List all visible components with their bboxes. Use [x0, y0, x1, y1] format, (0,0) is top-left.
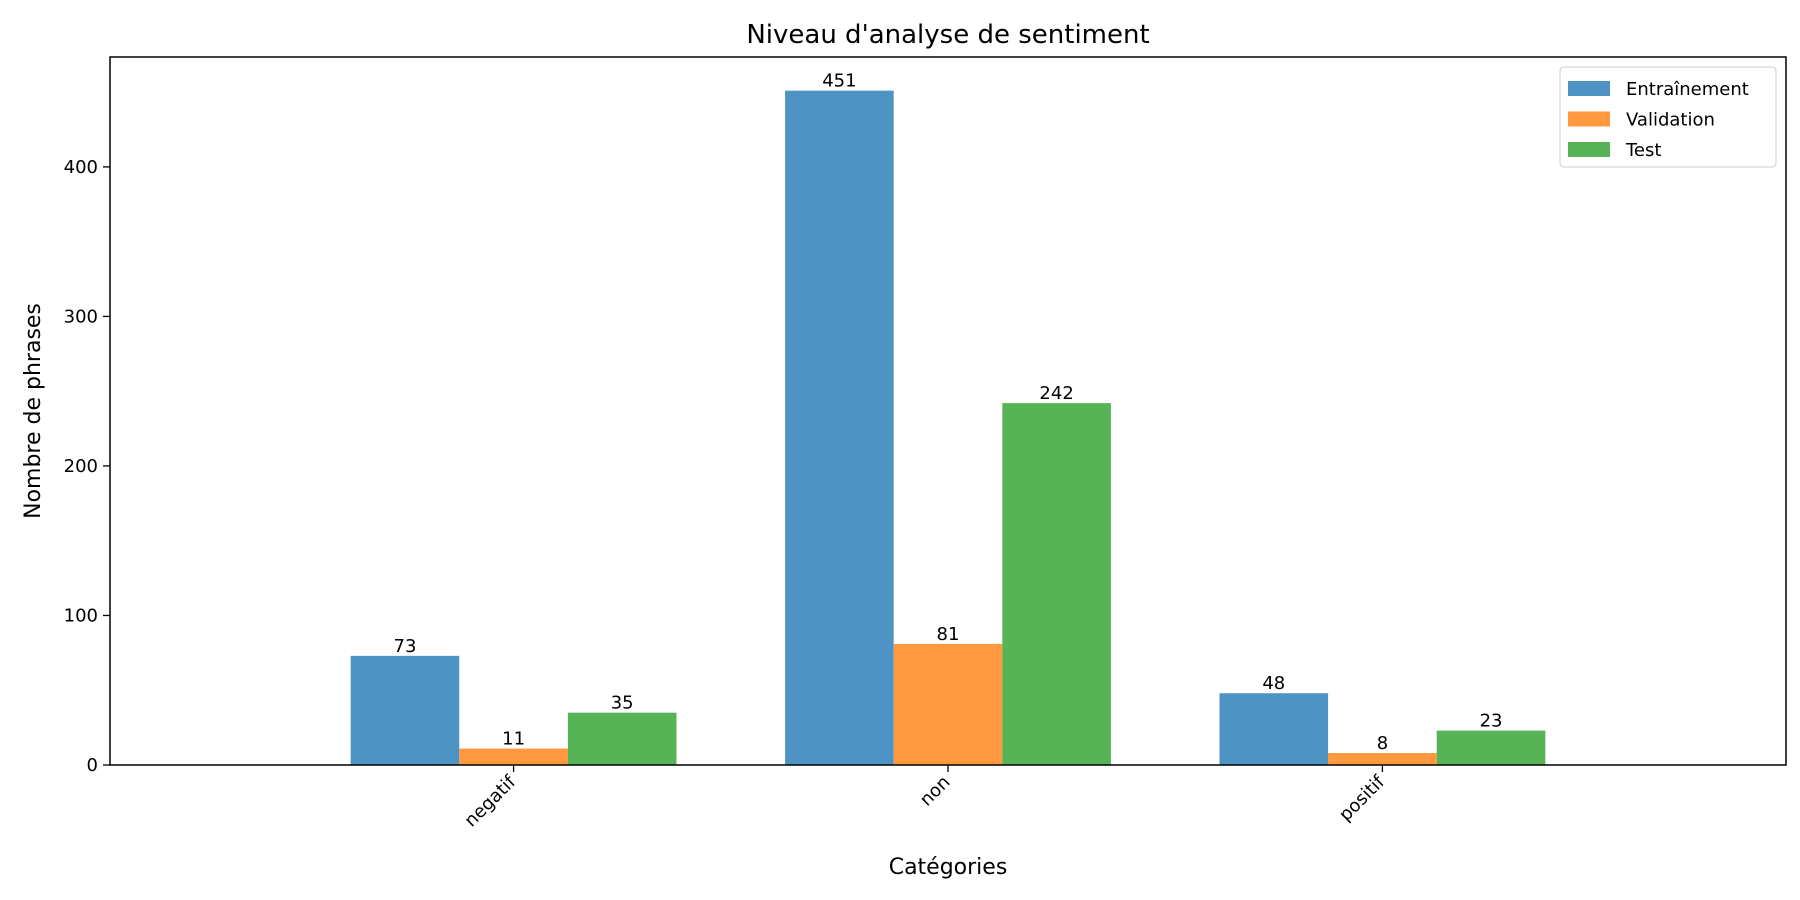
- legend-box: [1559, 66, 1777, 168]
- bar-test-negatif: [567, 712, 677, 765]
- bar-validation-positif: [1328, 753, 1437, 765]
- legend-swatch-entrainement: [1568, 81, 1610, 96]
- bar-test-non: [1002, 403, 1111, 765]
- data-label-entrainement-negatif: 73: [394, 636, 417, 657]
- data-label-entrainement-positif: 48: [1262, 673, 1285, 694]
- data-label-validation-negatif: 11: [502, 729, 525, 750]
- bar-test-positif: [1436, 730, 1546, 765]
- plot-frame: [109, 56, 1787, 766]
- x-tick-label-positif: positif: [1335, 771, 1389, 825]
- x-axis-label: Catégories: [889, 855, 1008, 880]
- y-tick-label: 100: [64, 605, 98, 626]
- y-tick-label: 200: [64, 456, 98, 477]
- legend-label-test: Test: [1625, 140, 1661, 161]
- ticks-layer: 0 100 200 300 400 negatif non positif: [64, 157, 1390, 831]
- y-tick-label: 300: [64, 306, 98, 327]
- bars-layer: 73 451 48 11 81 8 35 242 23: [350, 71, 1546, 765]
- chart-title: Niveau d'analyse de sentiment: [746, 20, 1149, 50]
- bar-validation-negatif: [459, 748, 568, 765]
- x-tick-label-non: non: [916, 772, 955, 811]
- y-axis-label: Nombre de phrases: [21, 303, 46, 519]
- data-label-test-positif: 23: [1480, 711, 1503, 732]
- bar-validation-non: [893, 643, 1003, 765]
- data-label-validation-positif: 8: [1377, 733, 1388, 754]
- y-tick-label: 400: [64, 157, 98, 178]
- data-label-test-negatif: 35: [611, 693, 634, 714]
- data-label-validation-non: 81: [937, 624, 960, 645]
- bar-entrainement-negatif: [350, 655, 460, 765]
- legend: Entraînement Validation Test: [1559, 66, 1777, 168]
- legend-label-entrainement: Entraînement: [1626, 79, 1749, 100]
- y-tick-label: 0: [87, 755, 98, 776]
- legend-swatch-validation: [1568, 111, 1610, 127]
- data-label-test-non: 242: [1039, 383, 1073, 404]
- legend-label-validation: Validation: [1626, 110, 1715, 131]
- data-label-entrainement-non: 451: [822, 71, 856, 92]
- bar-entrainement-positif: [1219, 693, 1329, 765]
- bar-entrainement-non: [785, 90, 894, 765]
- x-tick-label-negatif: negatif: [460, 771, 520, 831]
- legend-swatch-test: [1568, 142, 1610, 157]
